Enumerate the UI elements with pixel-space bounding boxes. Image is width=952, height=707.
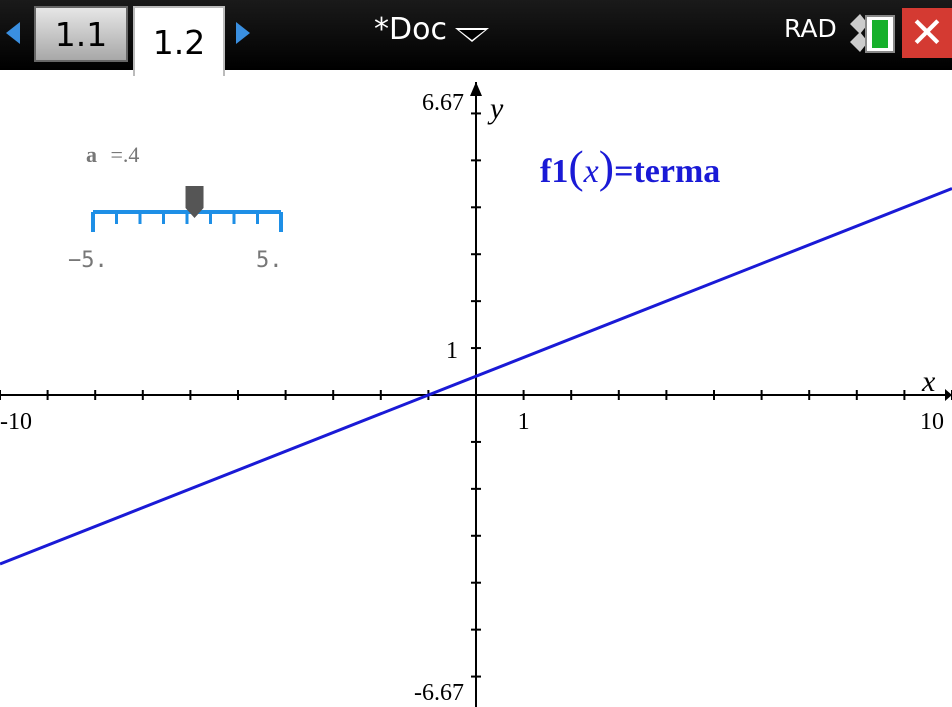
function-definition: =terma: [614, 153, 721, 190]
y-unit-tick-label: 1: [446, 338, 458, 364]
graph-area[interactable]: -10 10 1 6.67 -6.67 1 x y a =.4 −5. 5. f…: [0, 70, 952, 707]
slider-max-label: 5.: [256, 248, 283, 273]
close-button[interactable]: ✕: [902, 8, 952, 58]
function-label[interactable]: f1(x)=terma: [540, 140, 720, 193]
slider-value-label: a =.4: [86, 142, 139, 168]
next-page-arrow-icon[interactable]: [236, 22, 250, 44]
y-axis-arrow-icon: [470, 82, 482, 96]
slider-thumb[interactable]: [185, 186, 204, 218]
x-axis-arrow-icon: [945, 389, 952, 401]
slider-a[interactable]: [91, 186, 283, 232]
y-min-tick-label: -6.67: [414, 680, 464, 706]
x-min-tick-label: -10: [0, 409, 32, 435]
x-axis-label: x: [921, 365, 936, 398]
open-paren: (: [568, 141, 584, 192]
close-paren: ): [598, 141, 615, 192]
y-max-tick-label: 6.67: [422, 90, 464, 116]
document-title: *Doc: [374, 12, 447, 47]
document-menu[interactable]: *Doc: [374, 12, 489, 47]
previous-page-arrow-icon[interactable]: [6, 22, 20, 44]
slider-variable-name: a: [86, 142, 97, 167]
x-max-tick-label: 10: [920, 409, 944, 435]
function-name: f1: [540, 153, 569, 190]
function-graph-line[interactable]: [0, 187, 952, 566]
graph-canvas[interactable]: -10 10 1 6.67 -6.67 1 x y: [0, 70, 952, 707]
angle-mode-indicator: RAD: [784, 14, 837, 43]
x-unit-tick-label: 1: [518, 409, 530, 435]
function-variable: x: [583, 153, 599, 190]
slider-value-text: =.4: [110, 142, 140, 167]
tab-1-2[interactable]: 1.2: [133, 6, 225, 76]
y-axis-label: y: [487, 92, 504, 125]
slider-ticks: [91, 212, 283, 232]
slider-min-label: −5.: [68, 248, 108, 273]
tab-label: 1.2: [152, 22, 206, 62]
tab-label: 1.1: [54, 14, 108, 54]
tab-1-1[interactable]: 1.1: [34, 6, 128, 62]
battery-icon: [850, 14, 895, 53]
top-bar: 1.1 1.2 *Doc RAD ✕: [0, 0, 952, 76]
dropdown-caret-icon: [454, 27, 489, 42]
